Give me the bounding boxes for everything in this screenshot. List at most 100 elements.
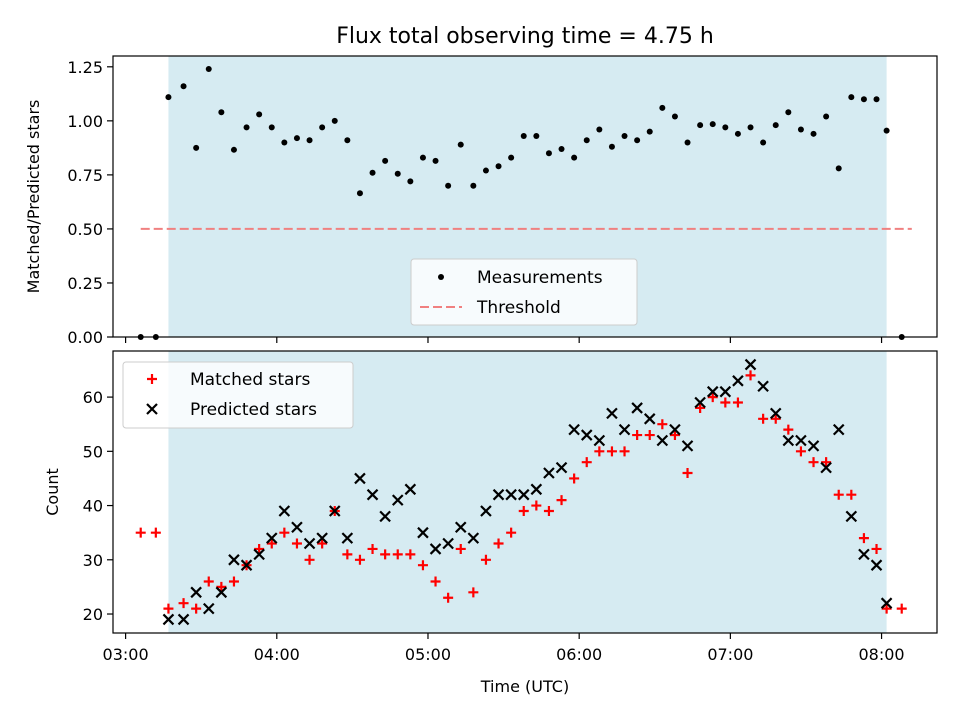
predicted-star-point bbox=[858, 548, 870, 561]
top-y-tick-label: 0.25 bbox=[67, 274, 103, 293]
measurement-point bbox=[873, 96, 880, 103]
matched-star-point bbox=[858, 533, 869, 544]
predicted-star-point bbox=[517, 488, 530, 501]
measurement-point bbox=[482, 167, 489, 174]
matched-star-point bbox=[581, 457, 592, 468]
measurement-point bbox=[634, 137, 641, 144]
bottom-legend-box bbox=[122, 361, 354, 429]
matched-star-point bbox=[279, 527, 290, 538]
predicted-star-point bbox=[366, 488, 379, 501]
x-tick-label: 05:00 bbox=[405, 645, 451, 664]
measurement-point bbox=[520, 132, 527, 139]
legend-label-measurements: Measurements bbox=[477, 268, 603, 288]
predicted-star-point bbox=[643, 413, 656, 425]
measurement-point bbox=[331, 117, 338, 124]
matched-star-point bbox=[669, 430, 680, 441]
predicted-star-point bbox=[467, 532, 480, 544]
top-y-tick-label: 1.00 bbox=[67, 112, 103, 131]
predicted-star-point bbox=[202, 602, 215, 615]
matched-star-point bbox=[808, 457, 819, 468]
measurement-point bbox=[722, 124, 729, 131]
top-x-axis bbox=[124, 337, 883, 343]
matched-star-point bbox=[455, 543, 466, 554]
legend-marker-matched-stars bbox=[147, 374, 157, 384]
predicted-star-point bbox=[379, 510, 391, 523]
predicted-star-point bbox=[606, 407, 618, 420]
x-tick-label: 07:00 bbox=[707, 645, 753, 664]
predicted-star-point bbox=[505, 488, 517, 501]
bottom-y-axis-label: Count bbox=[43, 468, 62, 516]
bottom-y-tick-label: 40 bbox=[83, 497, 103, 516]
matched-star-point bbox=[606, 446, 617, 457]
predicted-star-point bbox=[618, 423, 631, 436]
measurement-point bbox=[230, 146, 237, 153]
measurement-point bbox=[281, 139, 288, 146]
predicted-star-point bbox=[492, 488, 505, 501]
bottom-legend: Matched stars Predicted stars bbox=[122, 361, 354, 429]
top-legend: Measurements Threshold bbox=[410, 258, 638, 326]
measurement-point bbox=[596, 126, 603, 133]
top-legend-box bbox=[410, 258, 638, 326]
measurement-point bbox=[848, 94, 855, 101]
measurement-point bbox=[319, 124, 326, 131]
matched-star-point bbox=[367, 543, 378, 554]
predicted-star-point bbox=[354, 472, 366, 485]
predicted-star-point bbox=[631, 402, 643, 414]
measurement-point bbox=[344, 137, 351, 144]
matched-star-point bbox=[354, 554, 365, 565]
matched-star-point bbox=[619, 446, 630, 457]
predicted-star-point bbox=[807, 440, 820, 452]
matched-star-point bbox=[135, 527, 146, 538]
legend-label-matched-stars: Matched stars bbox=[190, 370, 310, 390]
measurement-point bbox=[193, 144, 200, 151]
measurement-point bbox=[785, 109, 792, 116]
matched-star-point bbox=[644, 430, 655, 441]
predicted-star-point bbox=[429, 543, 442, 555]
predicted-star-point bbox=[832, 423, 845, 436]
matched-star-point bbox=[833, 489, 844, 500]
matched-star-point bbox=[569, 473, 580, 484]
measurement-point bbox=[432, 157, 439, 164]
measurement-points bbox=[137, 65, 905, 340]
measurement-point bbox=[709, 121, 716, 128]
matched-star-point bbox=[163, 603, 174, 614]
predicted-star-point bbox=[580, 429, 593, 441]
measurement-point bbox=[883, 127, 890, 134]
x-tick-label: 06:00 bbox=[556, 645, 602, 664]
matched-star-point bbox=[317, 538, 328, 549]
measurement-point bbox=[293, 135, 300, 142]
legend-plus-marker bbox=[147, 374, 157, 384]
top-y-tick-label: 0.75 bbox=[67, 166, 103, 185]
matched-star-point bbox=[380, 549, 391, 560]
predicted-stars-points bbox=[162, 358, 893, 626]
measurement-point bbox=[457, 141, 464, 148]
top-axes-frame bbox=[112, 55, 938, 338]
predicted-star-point bbox=[555, 461, 568, 474]
bottom-y-axis: 20 30 40 50 60 bbox=[83, 388, 113, 624]
matched-star-point bbox=[531, 500, 542, 511]
matched-star-point bbox=[745, 370, 756, 381]
predicted-star-point bbox=[215, 586, 228, 599]
predicted-star-point bbox=[190, 586, 202, 599]
top-y-tick-label: 0.00 bbox=[67, 328, 103, 347]
bottom-y-tick-label: 20 bbox=[83, 605, 103, 624]
measurement-point bbox=[243, 124, 250, 131]
matched-star-point bbox=[795, 446, 806, 457]
measurement-point bbox=[256, 111, 263, 118]
bottom-x-axis: 03:00 04:00 05:00 06:00 07:00 08:00 bbox=[103, 633, 905, 664]
top-y-tick-label: 0.50 bbox=[67, 220, 103, 239]
matched-star-point bbox=[556, 495, 567, 506]
matched-star-point bbox=[732, 397, 743, 408]
measurement-point bbox=[508, 154, 515, 161]
matched-star-point bbox=[405, 549, 416, 560]
matched-star-point bbox=[191, 603, 202, 614]
measurement-point bbox=[394, 170, 401, 177]
measurement-point bbox=[684, 139, 691, 146]
predicted-star-point bbox=[454, 521, 467, 534]
matched-star-point bbox=[657, 419, 668, 430]
measurement-point bbox=[646, 128, 653, 135]
matched-star-point bbox=[720, 397, 731, 408]
predicted-star-point bbox=[303, 537, 316, 550]
measurement-point bbox=[356, 190, 363, 197]
